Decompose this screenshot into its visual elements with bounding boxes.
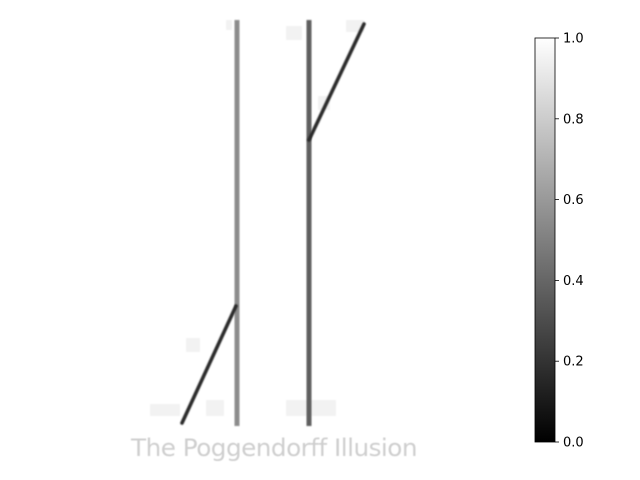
colorbar: 0.0 0.2 0.4 0.6 0.8 1.0 — [534, 32, 584, 451]
colorbar-gradient — [534, 37, 556, 443]
illusion-caption: The Poggendorff Illusion — [130, 434, 417, 462]
illusion-image: The Poggendorff Illusion — [130, 20, 418, 462]
colorbar-ticks — [555, 37, 559, 443]
colorbar-tick-label: 0.2 — [563, 355, 584, 370]
upper-oblique-line — [307, 22, 366, 142]
colorbar-tick-label: 1.0 — [563, 32, 584, 47]
image-artifacts — [150, 20, 364, 416]
lower-oblique-line — [180, 304, 238, 425]
colorbar-tick-label: 0.6 — [563, 193, 584, 208]
colorbar-tick-labels: 0.0 0.2 0.4 0.6 0.8 1.0 — [563, 32, 584, 451]
right-vertical-bar — [306, 20, 312, 426]
colorbar-tick-label: 0.4 — [563, 274, 584, 289]
colorbar-tick-label: 0.8 — [563, 112, 584, 127]
colorbar-tick-label: 0.0 — [563, 436, 584, 451]
left-vertical-bar — [234, 20, 240, 426]
